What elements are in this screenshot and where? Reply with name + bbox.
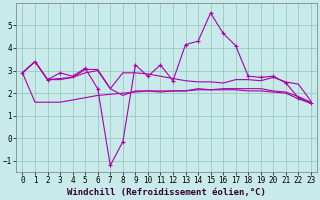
X-axis label: Windchill (Refroidissement éolien,°C): Windchill (Refroidissement éolien,°C) [67,188,266,197]
